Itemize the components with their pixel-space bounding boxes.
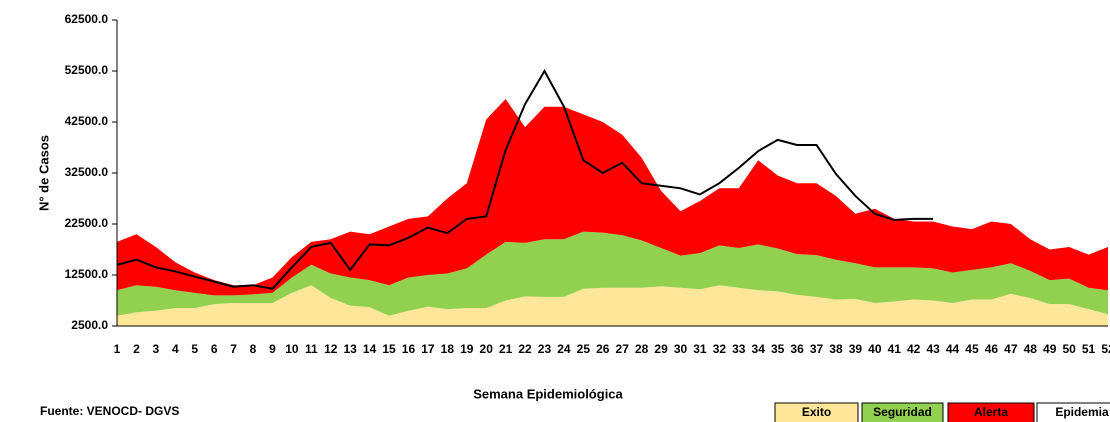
x-tick-label: 18 — [441, 342, 455, 356]
x-tick-label: 4 — [172, 342, 179, 356]
x-tick-label: 25 — [577, 342, 591, 356]
x-tick-label: 26 — [596, 342, 610, 356]
x-tick-label: 1 — [114, 342, 121, 356]
x-tick-label: 42 — [907, 342, 921, 356]
x-tick-label: 51 — [1082, 342, 1096, 356]
x-tick-label: 5 — [191, 342, 198, 356]
y-tick-label: 32500.0 — [65, 165, 109, 179]
x-tick-label: 7 — [230, 342, 237, 356]
x-tick-label: 47 — [1004, 342, 1018, 356]
x-tick-label: 8 — [250, 342, 257, 356]
x-tick-label: 22 — [518, 342, 532, 356]
x-tick-label: 29 — [654, 342, 668, 356]
x-tick-label: 39 — [849, 342, 863, 356]
legend-swatch — [774, 402, 859, 422]
area-seguridad — [117, 231, 1108, 316]
x-tick-label: 30 — [674, 342, 688, 356]
x-tick-label: 15 — [382, 342, 396, 356]
x-tick-label: 35 — [771, 342, 785, 356]
x-tick-label: 36 — [790, 342, 804, 356]
x-tick-label: 48 — [1024, 342, 1038, 356]
y-tick-label: 22500.0 — [65, 216, 109, 230]
x-tick-label: 16 — [402, 342, 416, 356]
x-tick-label: 20 — [480, 342, 494, 356]
x-tick-label: 49 — [1043, 342, 1057, 356]
x-tick-label: 3 — [153, 342, 160, 356]
y-tick-label: 42500.0 — [65, 114, 109, 128]
x-tick-label: 11 — [305, 342, 318, 356]
x-tick-label: 28 — [635, 342, 649, 356]
legend-label: Exito — [802, 405, 831, 419]
plot-area — [117, 68, 1108, 326]
x-tick-label: 9 — [269, 342, 276, 356]
x-tick-label: 46 — [985, 342, 999, 356]
x-tick-label: 2 — [133, 342, 140, 356]
x-tick-label: 37 — [810, 342, 824, 356]
x-tick-label: 44 — [946, 342, 960, 356]
x-tick-label: 45 — [965, 342, 979, 356]
x-tick-label: 40 — [868, 342, 882, 356]
x-tick-label: 32 — [713, 342, 727, 356]
x-tick-label: 33 — [732, 342, 746, 356]
legend-label: Seguridad — [873, 405, 932, 419]
y-tick-label: 62500.0 — [65, 12, 109, 26]
x-tick-label: 24 — [557, 342, 571, 356]
legend-swatch — [861, 402, 944, 422]
x-tick-label: 14 — [363, 342, 377, 356]
y-tick-label: 12500.0 — [65, 267, 109, 281]
legend-swatch — [947, 402, 1035, 422]
x-tick-label: 52 — [1101, 342, 1110, 356]
x-tick-label: 41 — [888, 342, 902, 356]
x-tick-label: 38 — [829, 342, 843, 356]
y-tick-label: 2500.0 — [71, 318, 108, 332]
y-tick-label: 52500.0 — [65, 63, 109, 77]
y-axis-title: N° de Casos — [36, 135, 51, 211]
x-tick-label: 50 — [1062, 342, 1076, 356]
x-tick-label: 17 — [421, 342, 435, 356]
x-tick-label: 19 — [460, 342, 474, 356]
x-tick-label: 27 — [616, 342, 630, 356]
x-tick-label: 13 — [343, 342, 357, 356]
x-axis-title: Semana Epidemiológica — [473, 386, 623, 401]
x-tick-label: 31 — [693, 342, 707, 356]
legend-label: Alerta — [974, 405, 1008, 419]
area-alerta — [117, 99, 1108, 296]
x-tick-label: 43 — [926, 342, 940, 356]
x-tick-label: 34 — [752, 342, 766, 356]
legend-swatch — [1036, 402, 1110, 422]
x-tick-label: 12 — [324, 342, 338, 356]
x-tick-label: 21 — [499, 342, 513, 356]
x-tick-label: 10 — [285, 342, 299, 356]
source-note: Fuente: VENOCD- DGVS — [40, 404, 179, 418]
x-tick-label: 23 — [538, 342, 552, 356]
area-exito — [117, 285, 1108, 326]
x-tick-label: 6 — [211, 342, 218, 356]
legend-label: Epidemia — [1055, 405, 1109, 419]
line-epidemia — [117, 68, 934, 290]
